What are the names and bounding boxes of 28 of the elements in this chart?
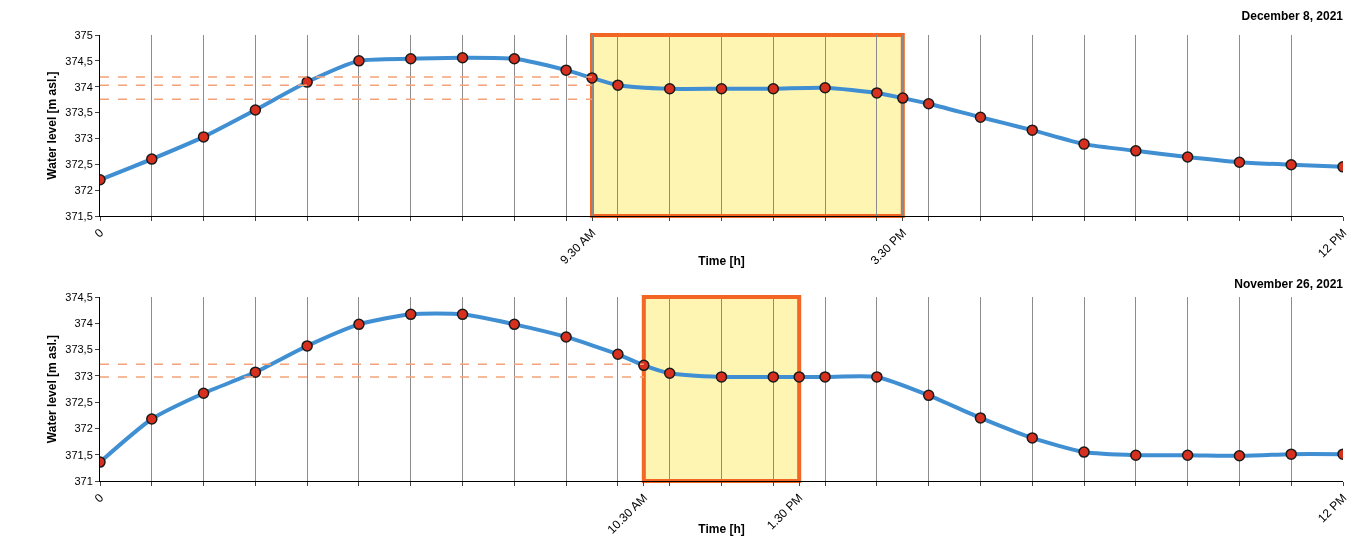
y-tick-label: 374,5 bbox=[65, 290, 93, 303]
y-tick-label: 372,5 bbox=[65, 158, 93, 171]
y-tick-label: 374 bbox=[74, 80, 93, 93]
chart-title: November 26, 2021 bbox=[1234, 277, 1344, 292]
y-tick-label: 372 bbox=[74, 422, 93, 435]
y-axis-title: Water level [m asl.] bbox=[44, 71, 59, 180]
y-tick-label: 374,5 bbox=[65, 54, 93, 67]
y-tick-label: 373,5 bbox=[65, 106, 93, 119]
y-tick-label: 371,5 bbox=[65, 209, 93, 222]
y-tick-label: 373,5 bbox=[65, 343, 93, 356]
y-tick-label: 372 bbox=[74, 183, 93, 196]
x-tick-label: 12 PM bbox=[1314, 490, 1350, 526]
x-tick-label: 0 bbox=[91, 490, 107, 506]
x-axis-title: Time [h] bbox=[698, 522, 745, 536]
x-axis-title: Time [h] bbox=[698, 254, 745, 268]
y-tick-label: 372,5 bbox=[65, 395, 93, 408]
chart-title: December 8, 2021 bbox=[1241, 9, 1344, 24]
y-tick-label: 371,5 bbox=[65, 448, 93, 461]
y-tick-label: 374 bbox=[74, 317, 93, 330]
x-tick-label: 12 PM bbox=[1314, 225, 1350, 261]
x-tick-label: 9.30 AM bbox=[557, 225, 599, 267]
x-tick-label: 3.30 PM bbox=[867, 225, 910, 268]
y-tick-label: 371 bbox=[74, 474, 93, 487]
y-tick-label: 375 bbox=[74, 28, 93, 41]
y-axis-title: Water level [m asl.] bbox=[44, 334, 59, 444]
y-tick-label: 373 bbox=[74, 369, 93, 382]
x-tick-label: 0 bbox=[91, 225, 107, 241]
y-tick-label: 373 bbox=[74, 132, 93, 145]
